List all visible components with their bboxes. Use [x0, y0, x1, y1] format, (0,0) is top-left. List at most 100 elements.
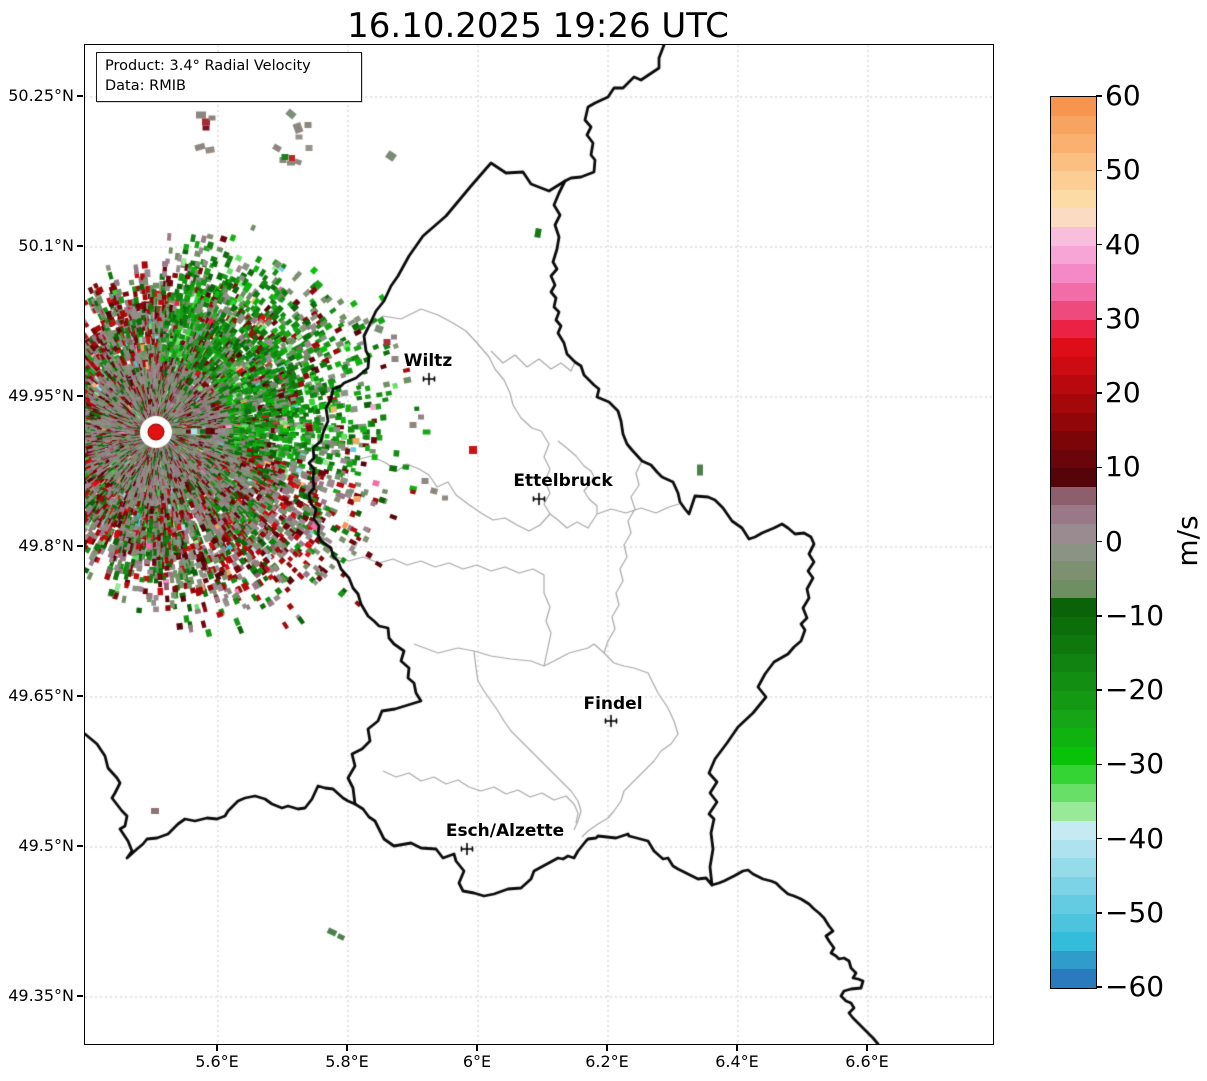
lat-axis-tick — [77, 845, 83, 847]
data-source-line: Data: RMIB — [105, 78, 186, 94]
colorbar-tick-label: 20 — [1105, 376, 1141, 409]
colorbar-band — [1051, 115, 1096, 135]
colorbar-tick — [1096, 95, 1102, 97]
colorbar-band — [1051, 765, 1096, 784]
colorbar-tick-label: 10 — [1105, 450, 1141, 484]
colorbar-unit-label: m/s — [1171, 515, 1204, 567]
city-label: Findel — [583, 694, 643, 714]
colorbar-band — [1051, 208, 1096, 227]
colorbar-band — [1051, 635, 1096, 654]
colorbar-band — [1051, 449, 1096, 469]
colorbar-tick-label: −60 — [1105, 970, 1165, 1003]
colorbar-band — [1051, 728, 1096, 747]
colorbar-tick — [1096, 615, 1102, 617]
colorbar-tick-label: 30 — [1105, 301, 1141, 335]
lat-axis-tick-label: 49.5°N — [18, 836, 74, 855]
colorbar-band — [1051, 338, 1096, 357]
lat-axis-tick — [77, 995, 83, 997]
colorbar-band — [1051, 282, 1096, 302]
colorbar-band — [1051, 858, 1096, 877]
map-canvas — [85, 45, 993, 1044]
colorbar-tick-label: 50 — [1105, 153, 1141, 187]
colorbar-band — [1051, 375, 1096, 394]
lat-axis-tick-label: 49.35°N — [8, 986, 74, 1005]
colorbar-band — [1051, 97, 1096, 116]
colorbar-tick — [1096, 243, 1102, 246]
colorbar-band — [1051, 616, 1096, 636]
colorbar-band — [1051, 876, 1096, 896]
colorbar-band — [1051, 561, 1096, 580]
lon-axis-tick — [736, 1045, 738, 1051]
colorbar-band — [1051, 802, 1096, 821]
lat-axis-tick — [77, 95, 83, 97]
lat-axis-tick — [77, 545, 83, 547]
lat-axis-tick — [77, 695, 83, 697]
colorbar-band — [1051, 672, 1096, 691]
lon-axis-tick-label: 5.8°E — [325, 1052, 369, 1071]
colorbar-band — [1051, 468, 1096, 487]
lat-axis-tick-label: 49.65°N — [8, 686, 74, 705]
colorbar-tick — [1096, 912, 1102, 914]
colorbar-band — [1051, 950, 1096, 970]
colorbar-band — [1051, 301, 1096, 320]
velocity-colorbar — [1050, 96, 1097, 989]
colorbar-gradient — [1051, 97, 1096, 988]
colorbar-band — [1051, 598, 1096, 617]
lat-axis-tick — [77, 395, 83, 397]
colorbar-tick-label: −50 — [1105, 895, 1165, 929]
lon-axis-tick-label: 6.6°E — [845, 1052, 889, 1071]
colorbar-band — [1051, 839, 1096, 859]
colorbar-band — [1051, 152, 1096, 172]
colorbar-tick — [1096, 986, 1102, 988]
colorbar-band — [1051, 412, 1096, 432]
product-info-box: Product: 3.4° Radial Velocity Data: RMIB — [96, 52, 362, 102]
colorbar-band — [1051, 820, 1096, 840]
product-info-line: Product: 3.4° Radial Velocity — [105, 58, 311, 74]
city-label: Wiltz — [403, 351, 453, 371]
colorbar-tick-label: −10 — [1105, 598, 1165, 632]
lat-axis-tick — [77, 245, 83, 247]
colorbar-band — [1051, 913, 1096, 933]
city-label: Esch/Alzette — [445, 821, 565, 841]
colorbar-tick-label: 60 — [1105, 79, 1141, 112]
colorbar-band — [1051, 895, 1096, 914]
colorbar-band — [1051, 505, 1096, 524]
lon-axis-tick-label: 6°E — [462, 1052, 492, 1071]
lon-axis-tick — [606, 1045, 608, 1051]
colorbar-band — [1051, 394, 1096, 413]
colorbar-band — [1051, 189, 1096, 209]
colorbar-band — [1051, 319, 1096, 339]
lat-axis-tick-label: 50.1°N — [18, 236, 74, 255]
colorbar-band — [1051, 245, 1096, 265]
city-label: Ettelbruck — [513, 471, 613, 491]
colorbar-band — [1051, 783, 1096, 803]
lon-axis-tick — [346, 1045, 348, 1051]
colorbar-band — [1051, 226, 1096, 246]
colorbar-tick-label: 0 — [1105, 524, 1123, 558]
page-title: 16.10.2025 19:26 UTC — [347, 6, 729, 46]
colorbar-band — [1051, 932, 1096, 951]
colorbar-band — [1051, 969, 1096, 988]
lon-axis-tick — [216, 1045, 218, 1051]
colorbar-tick — [1096, 169, 1102, 171]
lon-axis-tick-label: 6.2°E — [585, 1052, 629, 1071]
lat-axis-tick-label: 49.8°N — [18, 536, 74, 555]
colorbar-band — [1051, 542, 1096, 562]
colorbar-tick-label: −30 — [1105, 747, 1165, 781]
colorbar-tick — [1096, 837, 1102, 840]
colorbar-tick-label: −40 — [1105, 821, 1165, 855]
colorbar-band — [1051, 356, 1096, 376]
colorbar-tick-label: −20 — [1105, 673, 1165, 706]
colorbar-tick — [1096, 540, 1102, 543]
lon-axis-tick — [866, 1045, 868, 1051]
colorbar-tick — [1096, 466, 1102, 468]
colorbar-band — [1051, 709, 1096, 729]
colorbar-band — [1051, 579, 1096, 599]
colorbar-band — [1051, 523, 1096, 543]
colorbar-band — [1051, 134, 1096, 153]
colorbar-tick — [1096, 689, 1102, 691]
lat-axis-tick-label: 50.25°N — [8, 86, 74, 105]
lon-axis-tick — [476, 1045, 478, 1051]
colorbar-band — [1051, 691, 1096, 710]
